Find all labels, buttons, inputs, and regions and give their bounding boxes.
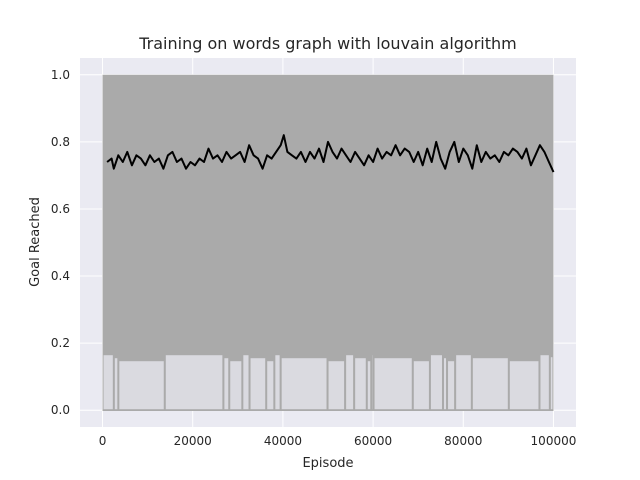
- raw-series-lower-hole: [472, 358, 508, 410]
- raw-series-lower-hole: [250, 358, 266, 410]
- chart-title: Training on words graph with louvain alg…: [138, 34, 516, 53]
- raw-series: [102, 74, 554, 411]
- y-tick-label: 0.6: [51, 202, 70, 216]
- raw-series-lower-hole: [456, 355, 471, 410]
- rolling-mean-line: [106, 134, 555, 173]
- raw-series-lower-hole: [374, 358, 412, 410]
- rolling-mean-series: [106, 134, 555, 173]
- raw-series-lower-hole: [550, 357, 553, 410]
- raw-series-lower-hole: [355, 358, 366, 410]
- raw-series-lower-hole: [243, 355, 249, 410]
- x-axis-ticks: 0 20000 40000 60000 80000 100000: [99, 434, 577, 448]
- raw-series-lower-hole: [430, 355, 442, 410]
- x-tick-label: 80000: [444, 434, 482, 448]
- y-tick-label: 0.0: [51, 403, 70, 417]
- raw-series-lower-hole: [114, 358, 118, 410]
- raw-series-lower-hole: [224, 358, 229, 410]
- raw-series-lower-hole: [367, 361, 371, 410]
- raw-series-lower-hole: [230, 361, 242, 410]
- y-axis-label: Goal Reached: [28, 197, 43, 287]
- raw-series-lower-hole: [509, 361, 539, 410]
- raw-series-lower-hole: [275, 355, 280, 410]
- x-tick-label: 60000: [354, 434, 392, 448]
- y-axis-ticks: 0.0 0.2 0.4 0.6 0.8 1.0: [51, 68, 70, 417]
- raw-series-lower-hole: [443, 358, 447, 410]
- x-axis-label: Episode: [302, 456, 353, 471]
- y-tick-label: 0.8: [51, 135, 70, 149]
- x-tick-label: 20000: [174, 434, 212, 448]
- x-tick-label: 40000: [264, 434, 302, 448]
- raw-series-lower-hole: [540, 355, 549, 410]
- y-tick-label: 0.2: [51, 336, 70, 350]
- x-tick-label: 100000: [531, 434, 577, 448]
- x-tick-label: 0: [99, 434, 107, 448]
- raw-series-lower-hole: [119, 361, 164, 410]
- raw-series-lower-hole: [281, 358, 327, 410]
- raw-series-lower-hole: [346, 355, 354, 410]
- raw-series-lower-hole: [103, 355, 113, 410]
- raw-series-lower-hole: [267, 361, 274, 410]
- raw-series-lower-hole: [448, 361, 455, 410]
- y-tick-label: 0.4: [51, 269, 70, 283]
- raw-series-lower-hole: [413, 361, 429, 410]
- raw-series-lower-hole: [165, 355, 223, 410]
- raw-series-lower-hole: [328, 361, 345, 410]
- y-tick-label: 1.0: [51, 68, 70, 82]
